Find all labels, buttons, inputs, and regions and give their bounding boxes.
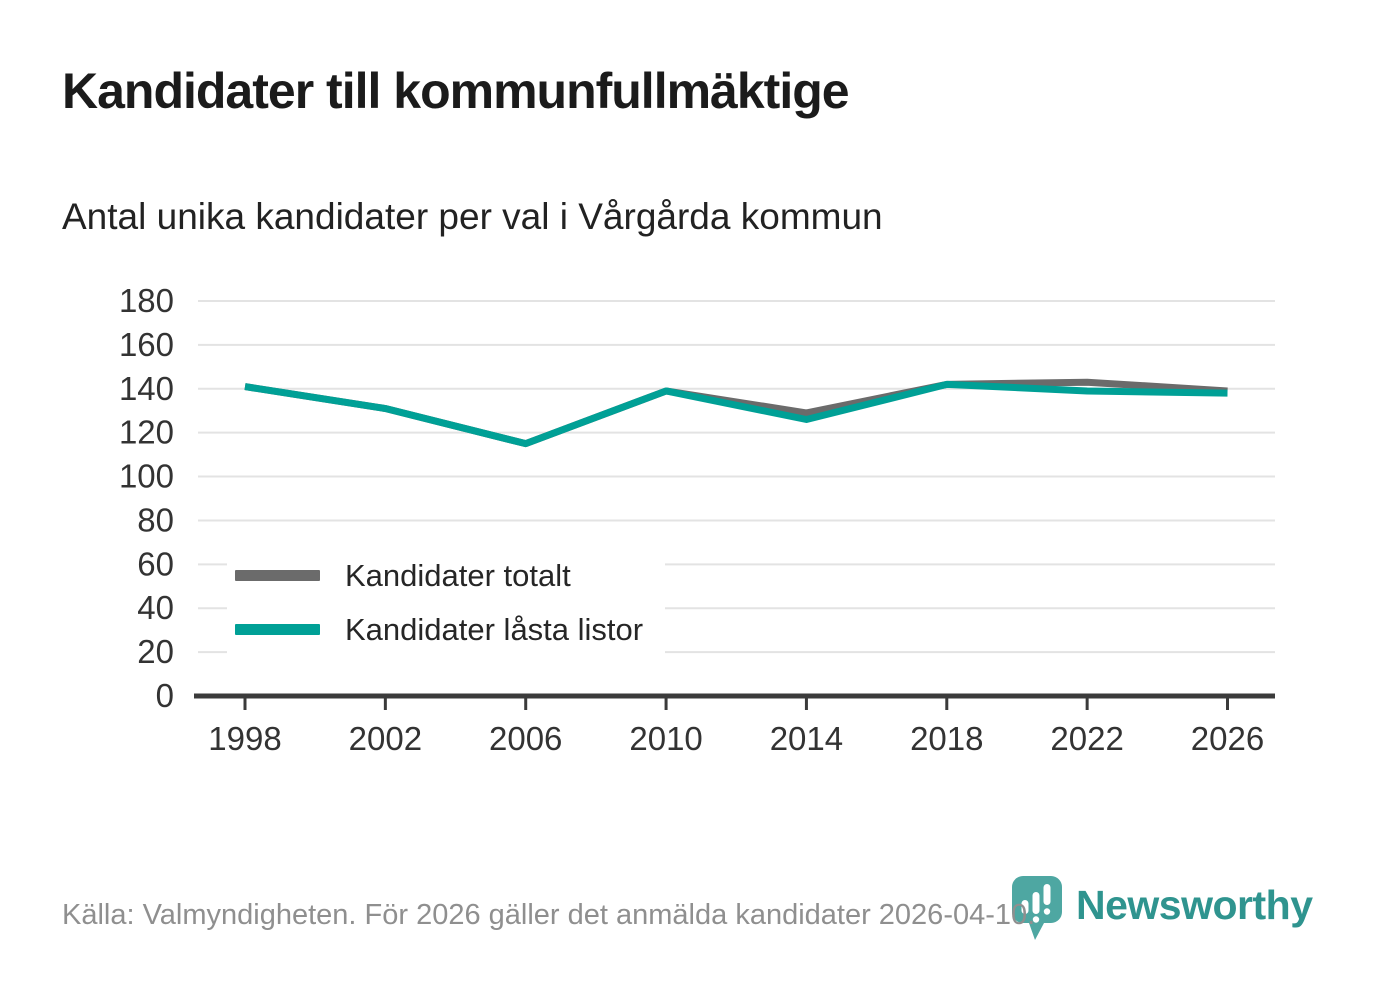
newsworthy-wordmark: Newsworthy xyxy=(1076,882,1313,928)
x-tick-label-2002: 2002 xyxy=(349,720,422,757)
y-tick-label-40: 40 xyxy=(137,589,174,626)
y-tick-label-20: 20 xyxy=(137,633,174,670)
series-line-1 xyxy=(244,380,1228,448)
x-tick-label-2018: 2018 xyxy=(910,720,983,757)
line-chart: 0 20 40 60 80 100 120 140 160 180 1998 2002 2006 2010… xyxy=(119,285,1275,757)
x-tick-label-2006: 2006 xyxy=(489,720,562,757)
chart-title: Kandidater till kommunfullmäktige xyxy=(62,63,850,119)
y-tick-label-0: 0 xyxy=(156,677,174,714)
y-tick-label-180: 180 xyxy=(119,285,174,319)
newsworthy-bubble-chart-icon xyxy=(1012,876,1062,940)
x-tick-label-2010: 2010 xyxy=(629,720,702,757)
legend-swatch-locked-lists xyxy=(235,624,320,635)
y-tick-label-140: 140 xyxy=(119,370,174,407)
y-tick-label-120: 120 xyxy=(119,414,174,451)
x-tick-label-1998: 1998 xyxy=(208,720,281,757)
legend-label-total: Kandidater totalt xyxy=(345,557,571,593)
legend-item-locked-lists: Kandidater låsta listor xyxy=(235,609,643,650)
y-tick-label-160: 160 xyxy=(119,326,174,363)
x-tick-label-2026: 2026 xyxy=(1191,720,1264,757)
legend-item-total: Kandidater totalt xyxy=(235,555,643,596)
legend-swatch-total xyxy=(235,570,320,581)
y-tick-label-60: 60 xyxy=(137,545,174,582)
y-tick-label-100: 100 xyxy=(119,458,174,495)
newsworthy-logo: Newsworthy xyxy=(1012,876,1313,942)
legend-label-locked-lists: Kandidater låsta listor xyxy=(345,611,644,647)
x-tick-label-2022: 2022 xyxy=(1050,720,1123,757)
chart-legend: Kandidater totalt Kandidater låsta listo… xyxy=(227,549,666,658)
chart-subtitle: Antal unika kandidater per val i Vårgård… xyxy=(62,196,883,237)
y-tick-label-80: 80 xyxy=(137,501,174,538)
source-note: Källa: Valmyndigheten. För 2026 gäller d… xyxy=(62,899,1036,931)
x-tick-label-2014: 2014 xyxy=(770,720,843,757)
